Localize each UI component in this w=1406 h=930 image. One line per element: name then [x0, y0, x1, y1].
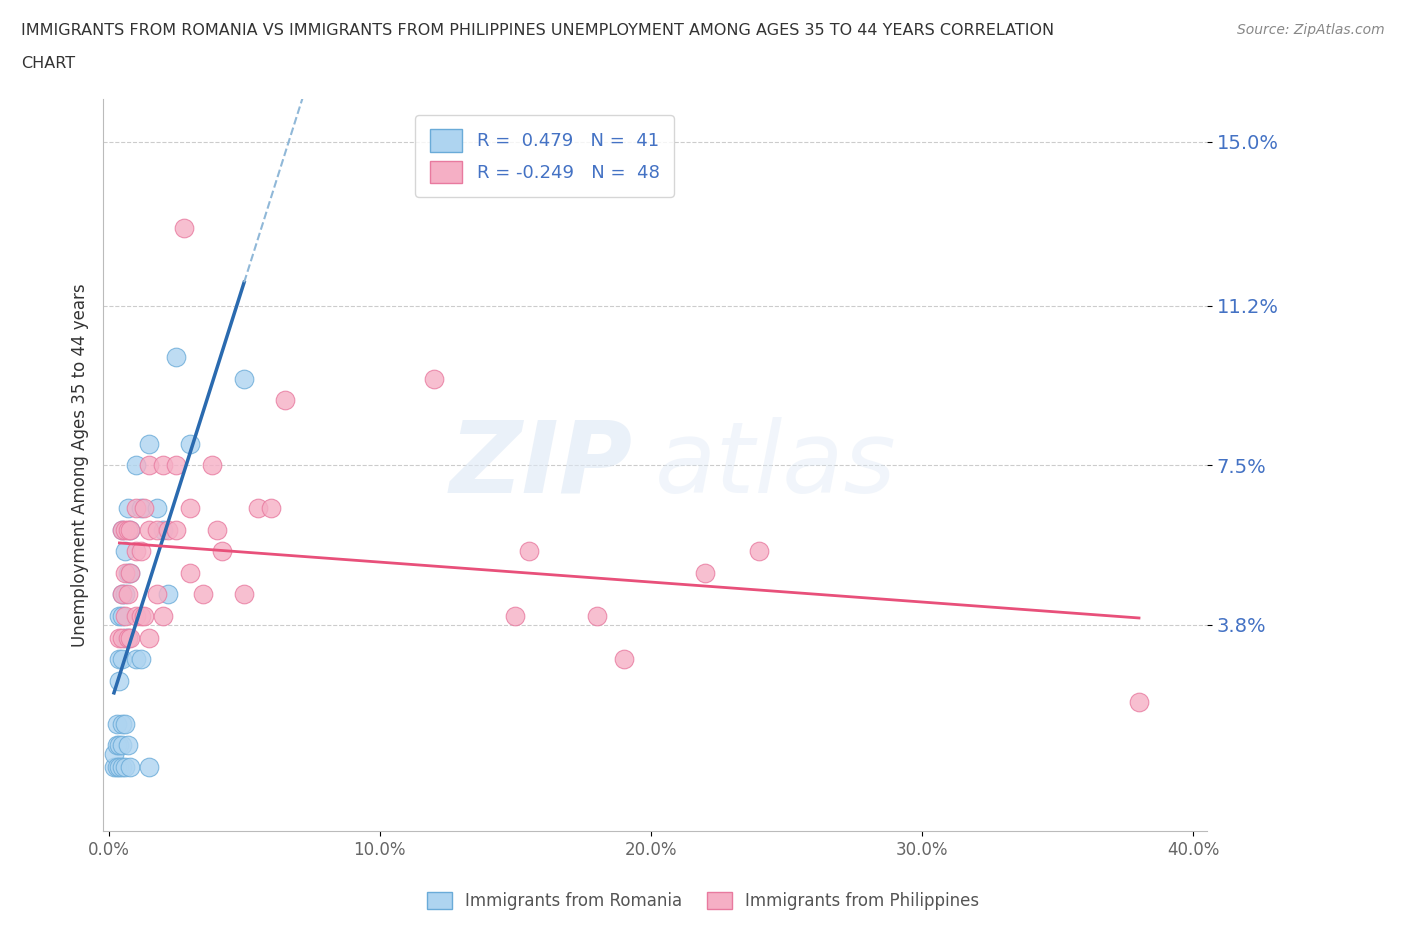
- Point: [120, 760, 142, 775]
- Y-axis label: Unemployment Among Ages 35 to 44 years: Unemployment Among Ages 35 to 44 years: [72, 284, 89, 647]
- Point: [165, 523, 187, 538]
- Point: [138, 436, 160, 451]
- Point: [138, 523, 160, 538]
- Point: [274, 393, 297, 408]
- Text: IMMIGRANTS FROM ROMANIA VS IMMIGRANTS FROM PHILIPPINES UNEMPLOYMENT AMONG AGES 3: IMMIGRANTS FROM ROMANIA VS IMMIGRANTS FR…: [21, 23, 1054, 38]
- Point: [103, 760, 125, 775]
- Point: [146, 587, 169, 602]
- Text: CHART: CHART: [21, 56, 75, 71]
- Point: [111, 587, 134, 602]
- Point: [114, 565, 136, 580]
- Point: [129, 608, 152, 623]
- Point: [260, 500, 283, 515]
- Point: [111, 760, 134, 775]
- Point: [111, 630, 134, 644]
- Point: [111, 652, 134, 667]
- Point: [120, 523, 142, 538]
- Point: [124, 458, 146, 472]
- Point: [117, 630, 139, 644]
- Point: [129, 500, 152, 515]
- Point: [120, 565, 142, 580]
- Legend: Immigrants from Romania, Immigrants from Philippines: Immigrants from Romania, Immigrants from…: [420, 885, 986, 917]
- Point: [124, 544, 146, 559]
- Point: [138, 630, 160, 644]
- Point: [117, 500, 139, 515]
- Point: [124, 500, 146, 515]
- Point: [108, 652, 131, 667]
- Point: [179, 565, 201, 580]
- Point: [246, 500, 269, 515]
- Point: [695, 565, 717, 580]
- Point: [108, 737, 131, 752]
- Text: ZIP: ZIP: [450, 417, 633, 513]
- Point: [1128, 695, 1150, 710]
- Text: atlas: atlas: [655, 417, 897, 513]
- Point: [114, 523, 136, 538]
- Point: [200, 458, 222, 472]
- Point: [117, 565, 139, 580]
- Point: [157, 523, 180, 538]
- Text: Source: ZipAtlas.com: Source: ZipAtlas.com: [1237, 23, 1385, 37]
- Point: [114, 630, 136, 644]
- Point: [152, 523, 174, 538]
- Point: [111, 716, 134, 731]
- Point: [146, 500, 169, 515]
- Point: [157, 587, 180, 602]
- Point: [105, 760, 128, 775]
- Point: [613, 652, 636, 667]
- Point: [129, 544, 152, 559]
- Point: [111, 587, 134, 602]
- Point: [108, 760, 131, 775]
- Point: [233, 371, 256, 386]
- Point: [120, 523, 142, 538]
- Point: [132, 500, 155, 515]
- Point: [111, 523, 134, 538]
- Point: [117, 630, 139, 644]
- Point: [423, 371, 446, 386]
- Point: [211, 544, 233, 559]
- Point: [111, 608, 134, 623]
- Point: [585, 608, 607, 623]
- Point: [111, 523, 134, 538]
- Point: [117, 587, 139, 602]
- Point: [505, 608, 527, 623]
- Point: [114, 716, 136, 731]
- Point: [120, 630, 142, 644]
- Point: [108, 673, 131, 688]
- Point: [105, 737, 128, 752]
- Point: [193, 587, 215, 602]
- Point: [108, 630, 131, 644]
- Point: [152, 608, 174, 623]
- Point: [111, 737, 134, 752]
- Point: [179, 500, 201, 515]
- Point: [114, 608, 136, 623]
- Point: [138, 458, 160, 472]
- Point: [517, 544, 540, 559]
- Point: [120, 565, 142, 580]
- Point: [179, 436, 201, 451]
- Point: [114, 587, 136, 602]
- Point: [124, 652, 146, 667]
- Point: [205, 523, 228, 538]
- Point: [114, 760, 136, 775]
- Point: [117, 737, 139, 752]
- Point: [146, 523, 169, 538]
- Point: [233, 587, 256, 602]
- Point: [152, 458, 174, 472]
- Point: [117, 523, 139, 538]
- Point: [103, 747, 125, 762]
- Point: [173, 220, 195, 235]
- Point: [165, 350, 187, 365]
- Point: [105, 716, 128, 731]
- Point: [129, 652, 152, 667]
- Legend: R =  0.479   N =  41, R = -0.249   N =  48: R = 0.479 N = 41, R = -0.249 N = 48: [415, 115, 673, 197]
- Point: [114, 544, 136, 559]
- Point: [108, 608, 131, 623]
- Point: [165, 458, 187, 472]
- Point: [748, 544, 770, 559]
- Point: [138, 760, 160, 775]
- Point: [132, 608, 155, 623]
- Point: [124, 608, 146, 623]
